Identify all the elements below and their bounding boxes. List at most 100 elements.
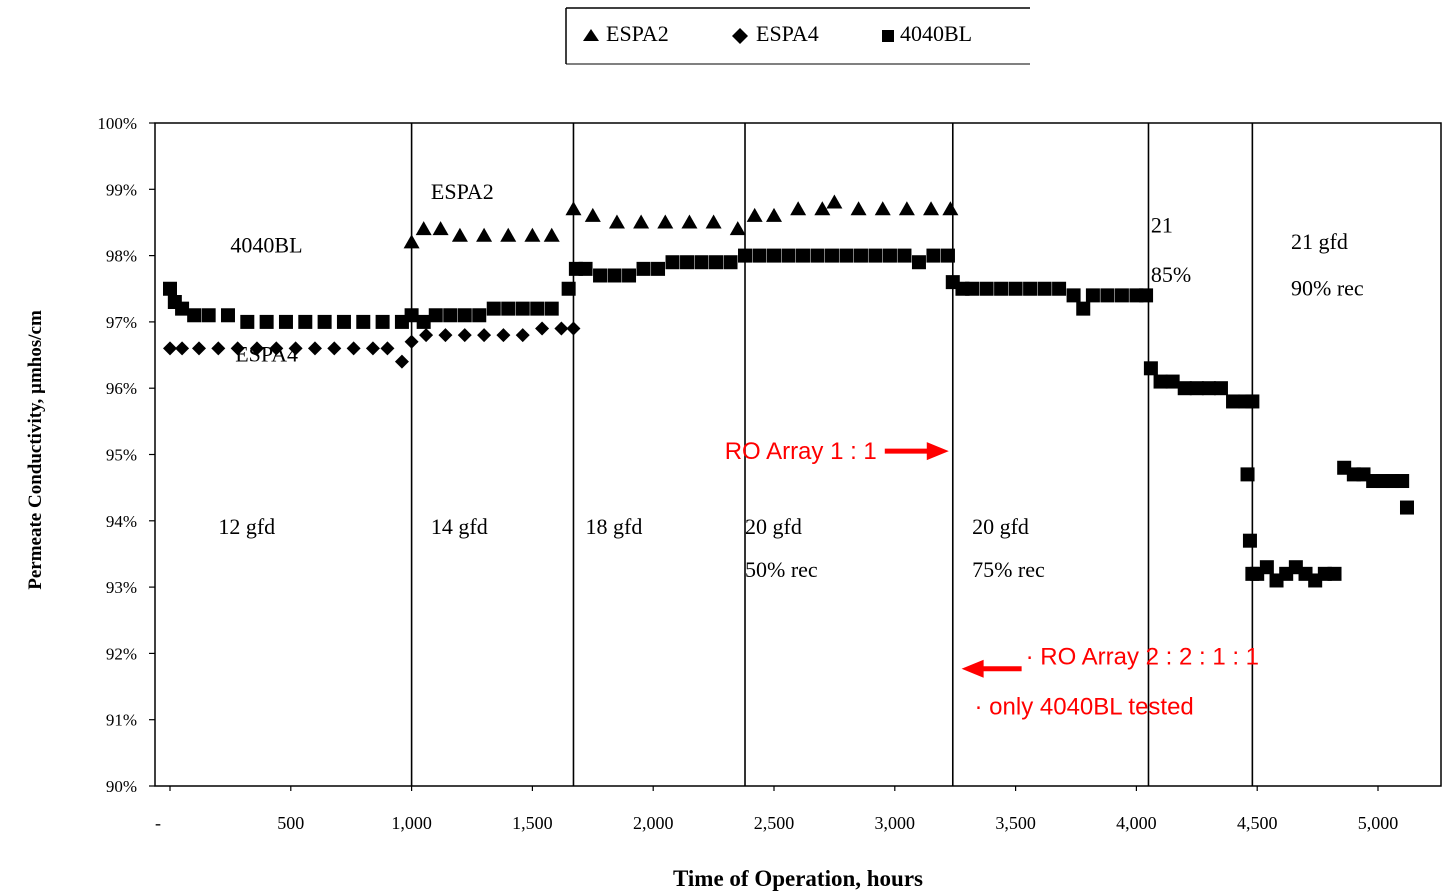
x-tick-label: 4,000 (1116, 813, 1157, 833)
data-point-espa4 (419, 328, 434, 343)
data-point-4040bl (317, 314, 332, 329)
data-point-espa2 (657, 214, 674, 229)
series-espa2 (403, 194, 959, 249)
data-point-4040bl (694, 255, 709, 270)
data-point-4040bl (561, 281, 576, 296)
data-point-espa4 (457, 328, 472, 343)
data-point-4040bl (336, 314, 351, 329)
data-point-4040bl (515, 301, 530, 316)
data-point-4040bl (1008, 281, 1023, 296)
annotation-label: 20 gfd (972, 514, 1029, 539)
data-point-4040bl (781, 248, 796, 263)
data-point-4040bl (723, 255, 738, 270)
legend-label-espa2: ESPA2 (606, 21, 669, 46)
data-point-4040bl (738, 248, 753, 263)
legend: ESPA2 ESPA4 4040BL (565, 7, 1030, 65)
callout-arrow-head-1 (961, 659, 984, 678)
data-point-espa2 (814, 201, 831, 216)
x-tick-label: 500 (277, 813, 304, 833)
y-tick-label: 97% (106, 313, 137, 332)
data-point-4040bl (501, 301, 516, 316)
callout-arrow-head-0 (926, 442, 949, 461)
data-point-espa2 (584, 207, 601, 222)
data-point-espa4 (191, 341, 206, 356)
data-point-espa2 (874, 201, 891, 216)
data-point-4040bl (1327, 566, 1342, 581)
data-point-4040bl (1399, 500, 1414, 515)
data-point-4040bl (416, 314, 431, 329)
annotation-label: 12 gfd (218, 514, 275, 539)
data-point-4040bl (1213, 381, 1228, 396)
data-point-espa2 (451, 227, 468, 242)
data-point-4040bl (1242, 533, 1257, 548)
callout-label-1: · RO Array 2 : 2 : 1 : 1 (1026, 644, 1259, 671)
data-point-espa2 (746, 207, 763, 222)
data-point-4040bl (163, 281, 177, 296)
data-points (163, 194, 1414, 588)
data-point-4040bl (1066, 288, 1081, 303)
data-point-espa2 (608, 214, 625, 229)
data-point-espa4 (394, 354, 409, 369)
data-point-4040bl (544, 301, 559, 316)
data-point-espa2 (923, 201, 940, 216)
data-point-4040bl (1201, 381, 1216, 396)
data-point-espa4 (404, 334, 419, 349)
data-point-espa4 (327, 341, 342, 356)
y-tick-label: 90% (106, 777, 137, 796)
annotation-label: 50% rec (745, 557, 818, 582)
data-point-4040bl (868, 248, 883, 263)
data-point-4040bl (680, 255, 695, 270)
annotation-label: 14 gfd (431, 514, 488, 539)
y-axis: 90% 91% 92% 93% 94% 95% 96% 97% 98% 99% 100% (97, 114, 155, 796)
y-tick-label: 100% (97, 114, 137, 133)
x-tick-label: 2,500 (754, 813, 795, 833)
data-point-4040bl (201, 308, 216, 323)
annotation-label: 90% rec (1291, 275, 1364, 300)
annotation-label: 20 gfd (745, 514, 802, 539)
data-point-espa4 (211, 341, 226, 356)
data-point-4040bl (607, 268, 622, 283)
data-point-espa2 (500, 227, 517, 242)
data-point-4040bl (578, 261, 593, 276)
callout-label-0: RO Array 1 : 1 (725, 438, 877, 465)
data-point-4040bl (853, 248, 868, 263)
annotations: 4040BL ESPA4 ESPA2 12 gfd 14 gfd 18 gfd 20 gfd… (218, 179, 1364, 582)
data-point-espa4 (380, 341, 395, 356)
data-point-4040bl (220, 308, 235, 323)
data-point-espa2 (942, 201, 959, 216)
y-tick-label: 99% (106, 180, 137, 199)
data-point-espa2 (790, 201, 807, 216)
data-point-4040bl (636, 261, 651, 276)
y-tick-label: 96% (106, 379, 137, 398)
data-point-espa2 (415, 221, 432, 236)
data-point-espa2 (826, 194, 843, 209)
y-tick-label: 94% (106, 512, 137, 531)
data-point-espa4 (230, 341, 245, 356)
annotation-label: 4040BL (230, 232, 302, 257)
data-point-espa2 (681, 214, 698, 229)
data-point-espa4 (346, 341, 361, 356)
y-tick-label: 98% (106, 247, 137, 266)
x-tick-label: 1,500 (512, 813, 553, 833)
data-point-4040bl (882, 248, 897, 263)
data-point-espa2 (898, 201, 915, 216)
data-point-4040bl (1139, 288, 1154, 303)
annotation-label: 21 gfd (1291, 229, 1348, 254)
legend-triangle-marker (583, 29, 599, 41)
x-tick-label: 4,500 (1237, 813, 1278, 833)
data-point-espa2 (476, 227, 493, 242)
legend-diamond-marker (732, 28, 748, 44)
data-point-4040bl (1226, 394, 1241, 409)
phase-boundaries (410, 123, 1254, 786)
data-point-4040bl (175, 301, 190, 316)
data-point-4040bl (795, 248, 810, 263)
data-point-espa2 (543, 227, 560, 242)
data-point-4040bl (1259, 560, 1274, 575)
data-point-espa4 (535, 321, 550, 336)
data-point-espa4 (365, 341, 380, 356)
data-point-espa2 (524, 227, 541, 242)
data-point-4040bl (965, 281, 980, 296)
data-point-4040bl (767, 248, 781, 263)
x-axis: - 500 1,000 1,500 2,000 2,500 3,000 3,500 4,000 4… (155, 786, 1398, 833)
